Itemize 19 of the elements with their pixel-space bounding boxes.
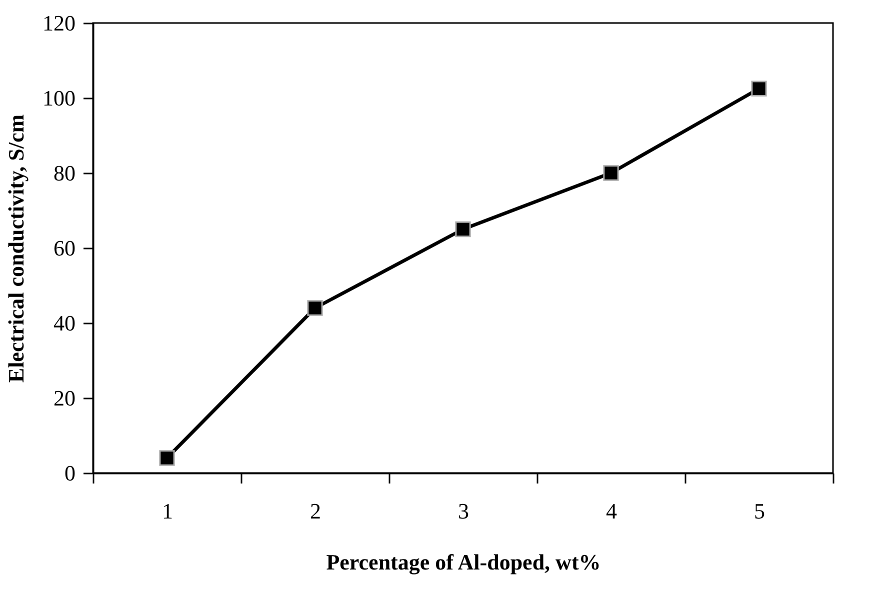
point (159, 450, 175, 466)
y-tick-label: 20 (54, 386, 76, 410)
y-tick-label: 100 (42, 86, 76, 110)
x-tick-label: 4 (606, 498, 617, 524)
point (307, 300, 323, 316)
y-tick-label: 120 (42, 10, 76, 36)
point (455, 221, 471, 238)
x-tick-label: 5 (754, 498, 765, 524)
y-tick-label: 0 (64, 460, 76, 486)
x-axis-title: Percentage of Al-doped, wt% (326, 550, 601, 574)
y-tick-label: 60 (54, 236, 76, 260)
x-tick-label: 1 (162, 498, 173, 524)
y-tick-label: 80 (54, 160, 76, 186)
x-tick-label: 3 (458, 498, 469, 524)
point (603, 165, 619, 181)
y-tick-label: 40 (54, 310, 76, 336)
y-axis-title: Electrical conductivity, S/cm (4, 114, 28, 383)
x-tick-label: 2 (310, 498, 321, 524)
point (751, 80, 767, 96)
